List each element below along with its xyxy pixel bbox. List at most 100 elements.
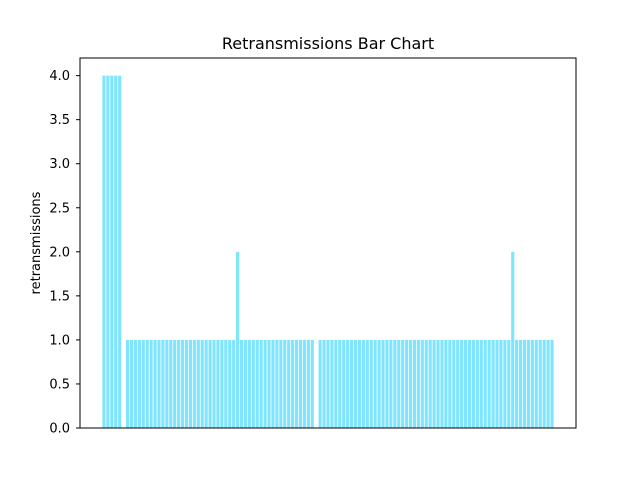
bar	[357, 339, 362, 428]
bar	[326, 339, 330, 428]
bar	[338, 339, 342, 428]
bar	[515, 339, 519, 428]
chart-title: Retransmissions Bar Chart	[222, 34, 434, 53]
bar	[114, 75, 118, 429]
bar	[420, 339, 424, 428]
bar	[526, 339, 531, 428]
bar	[208, 339, 212, 428]
bar	[298, 339, 303, 428]
bar	[373, 339, 377, 428]
bar	[401, 339, 405, 428]
bar	[125, 339, 130, 428]
bar	[361, 339, 365, 428]
bar	[463, 339, 468, 428]
bar	[350, 339, 354, 428]
bar	[220, 339, 224, 428]
bar	[377, 339, 381, 428]
y-tick-label: 2.5	[49, 201, 70, 216]
bar	[538, 339, 542, 428]
bar	[534, 339, 538, 428]
bar	[129, 339, 134, 428]
bar	[251, 339, 255, 428]
bar	[334, 339, 338, 428]
bar	[550, 339, 554, 428]
bar	[444, 339, 448, 428]
bar	[346, 339, 350, 428]
bar	[452, 339, 456, 428]
bar	[479, 339, 483, 428]
bar	[416, 339, 420, 428]
y-tick-label: 2.0	[49, 245, 70, 260]
y-tick-label: 1.0	[49, 333, 70, 348]
bar	[149, 339, 153, 428]
bar	[522, 339, 527, 428]
bar	[169, 339, 173, 428]
bar	[212, 339, 216, 428]
bar	[460, 339, 464, 428]
bar	[157, 339, 161, 428]
bar	[106, 75, 110, 429]
bar	[141, 339, 145, 428]
bar	[255, 339, 259, 428]
bar	[353, 339, 358, 428]
bar	[294, 339, 299, 428]
bar	[491, 339, 495, 428]
bar	[177, 339, 181, 428]
bar	[137, 339, 141, 428]
bar	[546, 339, 550, 428]
bar	[369, 339, 373, 428]
bar	[196, 339, 200, 428]
bar	[279, 339, 283, 428]
bar	[216, 339, 220, 428]
bar	[448, 339, 452, 428]
bar	[102, 75, 106, 429]
bar	[275, 339, 279, 428]
bar	[184, 339, 189, 428]
bar	[200, 339, 204, 428]
y-tick-label: 3.0	[49, 157, 70, 172]
bar	[405, 339, 409, 428]
y-tick-label: 0.5	[49, 377, 70, 392]
bar	[243, 339, 248, 428]
bar	[232, 339, 236, 428]
bar	[436, 339, 440, 428]
plot-frame	[79, 57, 577, 429]
bar	[145, 339, 149, 428]
bar	[302, 339, 306, 428]
bar	[161, 339, 165, 428]
y-tick-label: 3.5	[49, 113, 70, 128]
y-tick-label: 4.0	[49, 69, 70, 84]
bar	[330, 339, 334, 428]
bar	[259, 339, 263, 428]
bar	[519, 339, 523, 428]
bar	[118, 75, 122, 429]
bar	[440, 339, 444, 428]
bar	[291, 339, 295, 428]
bar	[173, 339, 177, 428]
bar	[511, 251, 515, 428]
y-tick-label: 1.5	[49, 289, 70, 304]
bar	[487, 339, 491, 428]
y-tick-label: 0.0	[49, 422, 70, 437]
bar	[385, 339, 389, 428]
bar	[306, 339, 310, 428]
bar	[381, 339, 385, 428]
bar	[393, 339, 397, 428]
bar	[322, 339, 326, 428]
bar	[310, 339, 314, 428]
bar	[110, 75, 114, 429]
bar	[365, 339, 369, 428]
bar	[283, 339, 287, 428]
y-ticks-group: 0.0 0.5 1.0 1.5 2.0 2.5 3.0 3.5 4.0	[49, 69, 80, 437]
bar	[342, 339, 346, 428]
bar	[428, 339, 432, 428]
bar	[318, 339, 322, 428]
bar	[456, 339, 460, 428]
bar	[267, 339, 271, 428]
bar	[530, 339, 534, 428]
bar	[165, 339, 169, 428]
bar	[432, 339, 436, 428]
bar	[507, 339, 511, 428]
bar	[271, 339, 275, 428]
